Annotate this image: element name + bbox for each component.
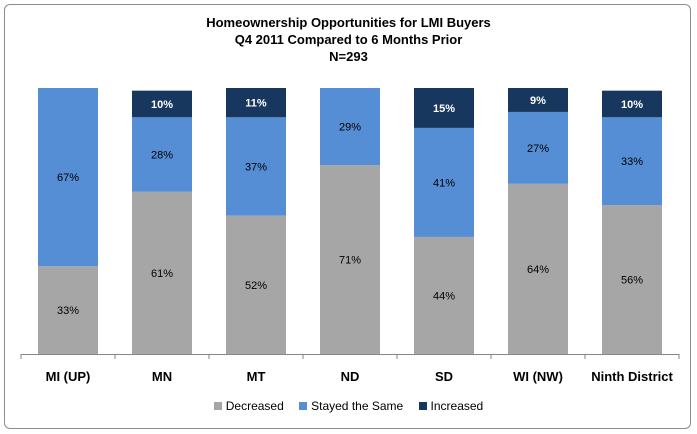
data-label-decreased: 33%: [57, 305, 79, 317]
data-label-increased: 10%: [621, 99, 643, 111]
chart-title: Homeownership Opportunities for LMI Buye…: [0, 14, 697, 65]
x-tick-label: ND: [341, 369, 360, 384]
bar-segment-stayed-the-same: [320, 88, 380, 166]
data-label-stayed-the-same: 28%: [151, 150, 173, 162]
data-label-stayed-the-same: 37%: [245, 161, 267, 173]
chart-legend: Decreased Stayed the Same Increased: [0, 399, 697, 413]
legend-label-decreased: Decreased: [225, 399, 284, 413]
legend-swatch-stayed-the-same: [299, 402, 308, 410]
legend-label-stayed-the-same: Stayed the Same: [311, 399, 404, 413]
data-label-increased: 9%: [530, 95, 546, 107]
data-label-decreased: 44%: [433, 290, 455, 302]
bar-segment-decreased: [132, 191, 192, 354]
data-label-stayed-the-same: 29%: [339, 122, 361, 134]
legend-item-decreased: Decreased: [213, 399, 284, 413]
data-label-decreased: 64%: [527, 264, 549, 276]
data-label-decreased: 52%: [245, 280, 267, 292]
data-label-increased: 11%: [245, 98, 267, 110]
legend-swatch-increased: [418, 402, 427, 410]
bar-segment-stayed-the-same: [414, 127, 474, 237]
data-label-decreased: 71%: [339, 255, 361, 267]
data-label-decreased: 56%: [621, 275, 643, 287]
x-tick-label: MT: [247, 369, 266, 384]
chart-title-line-3: N=293: [329, 49, 368, 64]
data-label-increased: 10%: [151, 99, 173, 111]
legend-label-increased: Increased: [430, 399, 484, 413]
data-label-stayed-the-same: 27%: [527, 143, 549, 155]
bar-segment-decreased: [320, 165, 380, 354]
bar-segment-decreased: [38, 266, 98, 354]
data-label-stayed-the-same: 67%: [57, 172, 79, 184]
x-tick-label: MI (UP): [46, 369, 91, 384]
x-tick-label: WI (NW): [513, 369, 563, 384]
bar-segment-increased: [508, 88, 568, 112]
bar-segment-decreased: [414, 236, 474, 354]
legend-swatch-decreased: [213, 402, 222, 410]
legend-item-stayed-the-same: Stayed the Same: [299, 399, 403, 413]
bar-segment-decreased: [508, 183, 568, 354]
chart-title-line-2: Q4 2011 Compared to 6 Months Prior: [234, 32, 463, 47]
data-label-decreased: 61%: [151, 268, 173, 280]
x-tick-label: SD: [435, 369, 453, 384]
bar-segment-increased: [414, 88, 474, 128]
bar-segment-increased: [226, 88, 286, 118]
bar-segment-increased: [602, 90, 662, 118]
chart-title-line-1: Homeownership Opportunities for LMI Buye…: [206, 15, 491, 30]
legend-item-increased: Increased: [418, 399, 484, 413]
bar-segment-stayed-the-same: [602, 117, 662, 206]
bar-segment-stayed-the-same: [132, 117, 192, 192]
bar-segment-increased: [132, 90, 192, 118]
data-label-stayed-the-same: 41%: [433, 177, 455, 189]
bar-segment-decreased: [602, 205, 662, 354]
bar-segment-stayed-the-same: [38, 88, 98, 267]
x-tick-label: MN: [152, 369, 172, 384]
x-tick-label: Ninth District: [591, 369, 673, 384]
bar-segment-stayed-the-same: [226, 117, 286, 216]
data-label-increased: 15%: [433, 103, 455, 115]
data-label-stayed-the-same: 33%: [621, 156, 643, 168]
bar-segment-stayed-the-same: [508, 111, 568, 184]
bar-segment-decreased: [226, 215, 286, 354]
